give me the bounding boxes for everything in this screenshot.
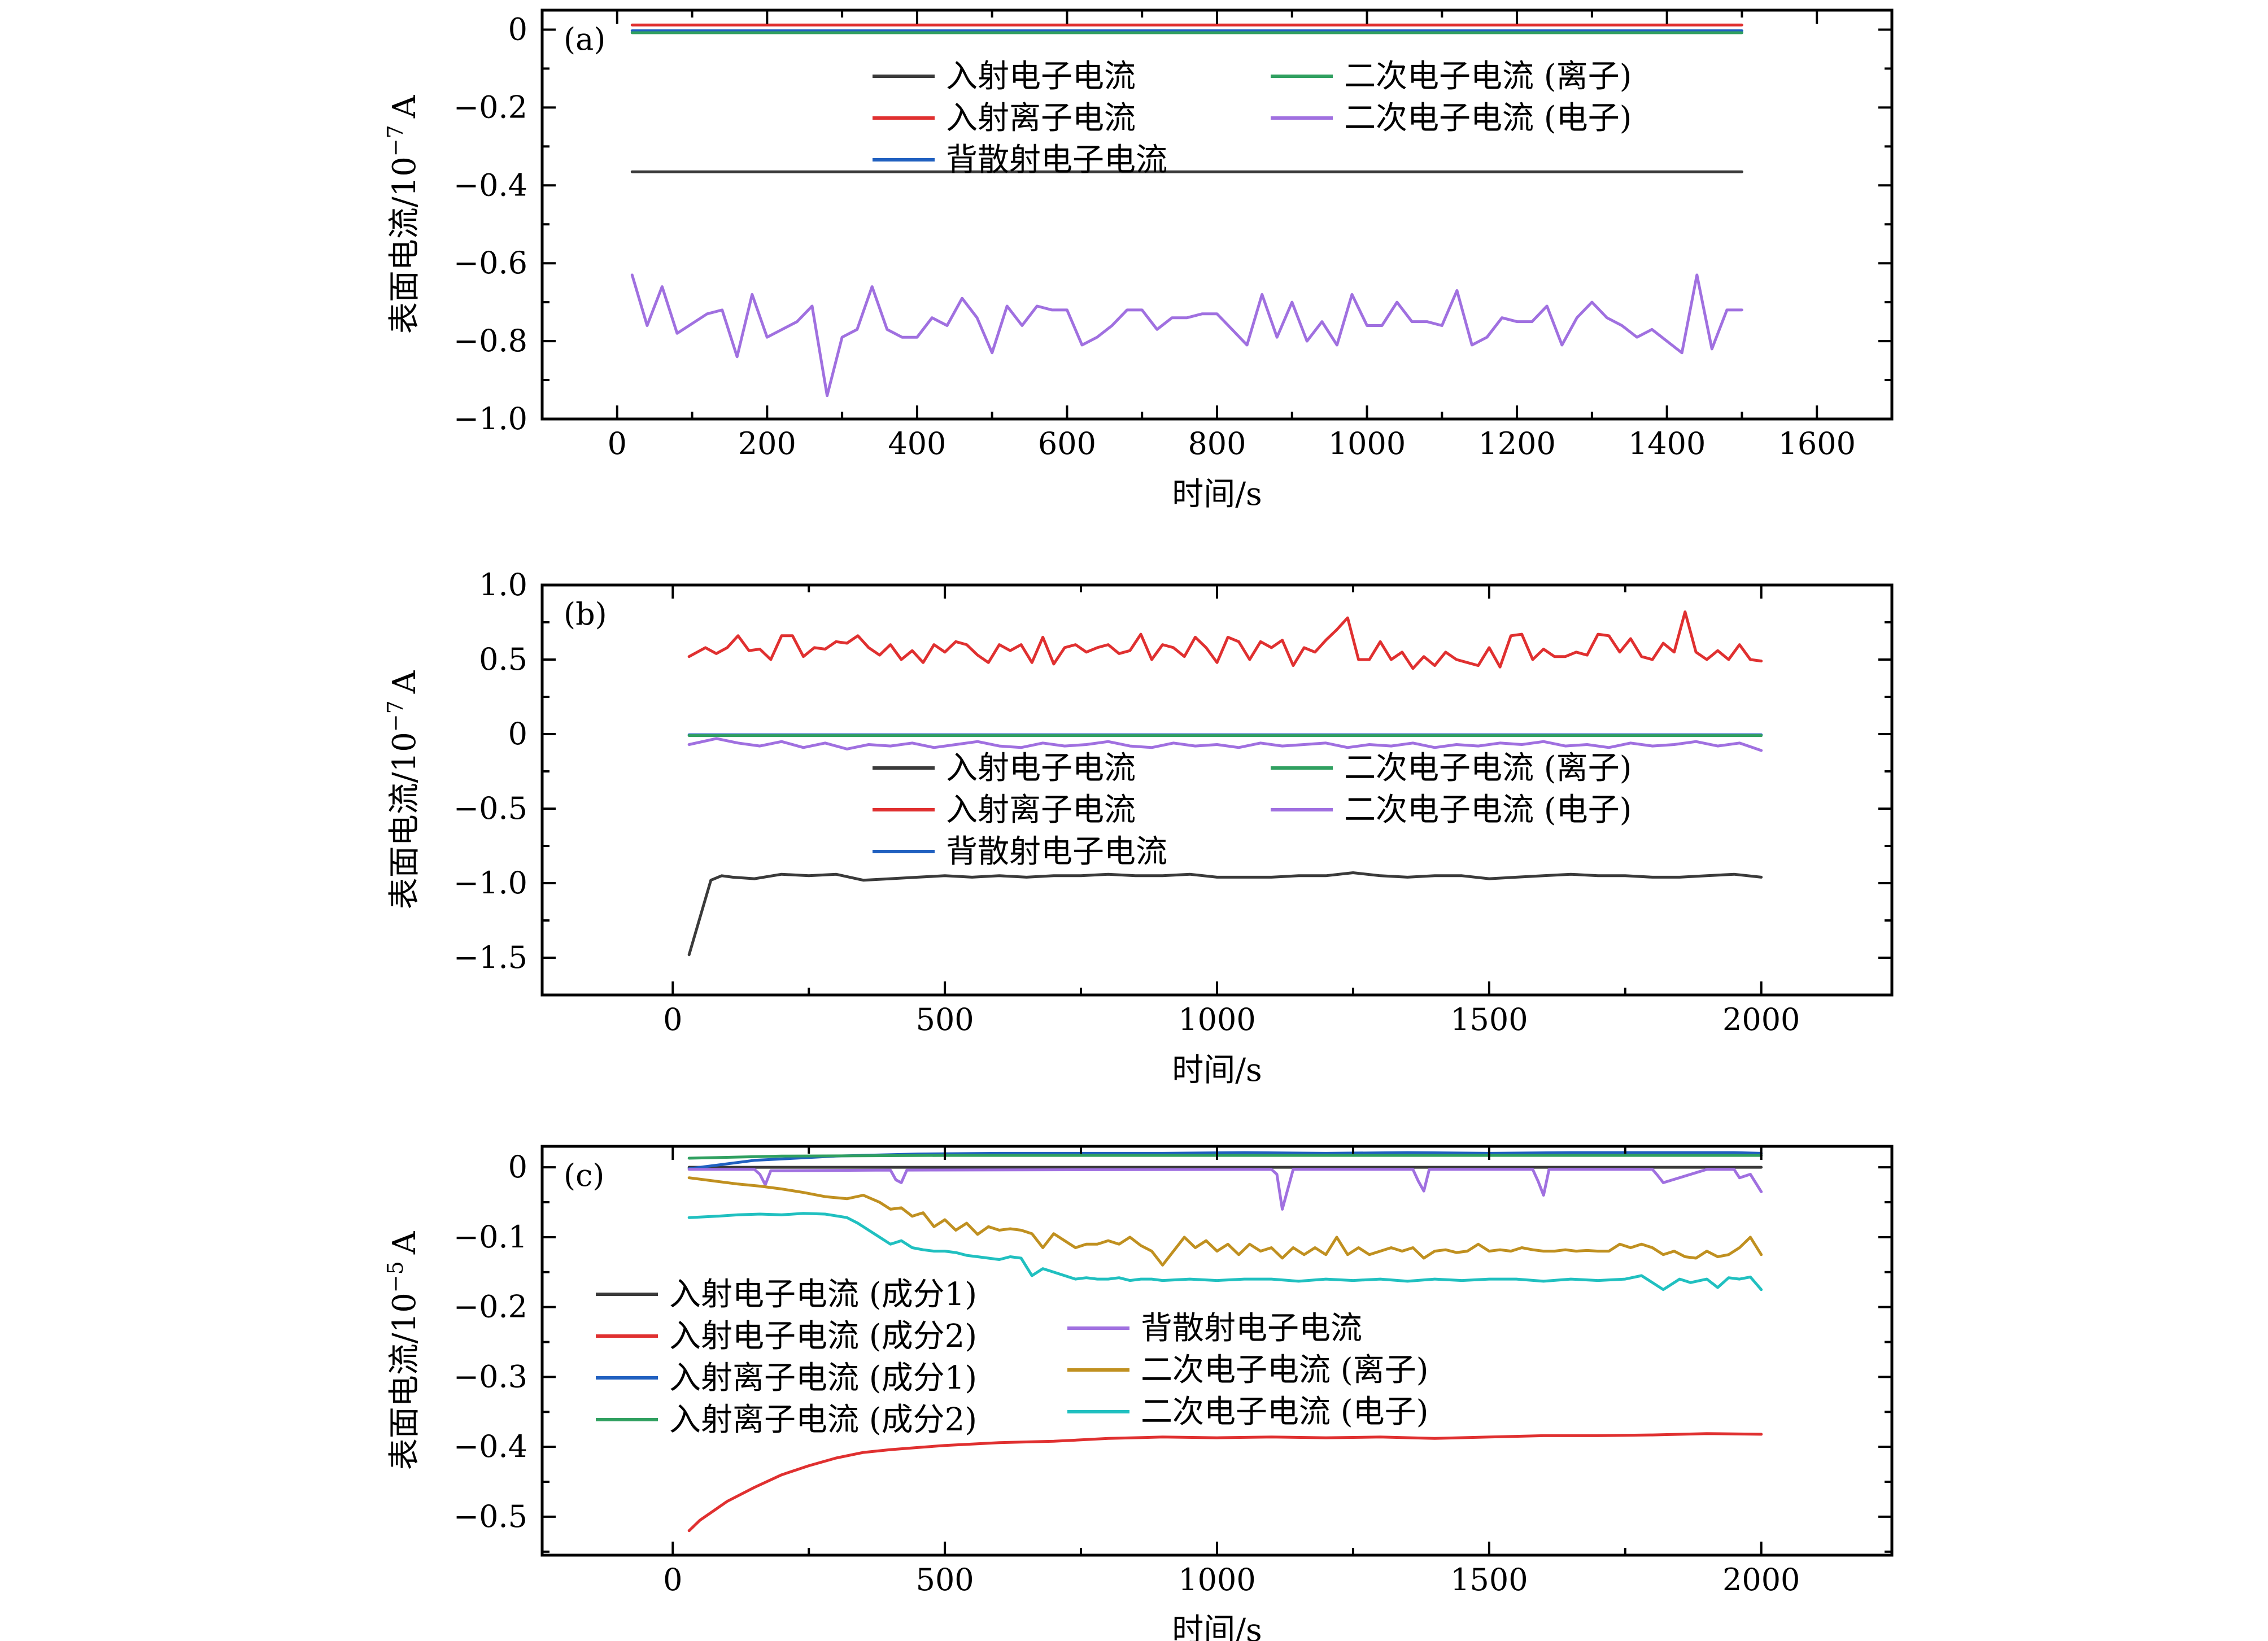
panel-a: 0 200 400 600 800 1000 1200 1400 1600 0 −0.2 −0.4 −0… [383,8,1894,513]
x-tick-label: 800 [1188,426,1246,461]
series-line-1 [687,1432,1763,1533]
series-line-4 [687,1168,1763,1211]
panel-label: (b) [564,596,607,632]
y-axis-label-text: 表面电流/10 [386,156,423,334]
legend-label: 二次电子电流 (离子) [1344,750,1632,787]
legend-label: 背散射电子电流 [1141,1310,1362,1347]
x-tick-label: 1000 [1328,426,1406,461]
x-tick-label: 1200 [1478,426,1555,461]
legend-label: 二次电子电流 (离子) [1141,1352,1429,1389]
y-axis-label-exponent: −5 [383,1261,408,1293]
x-tick-label: 0 [608,426,627,461]
y-tick-label: −0.2 [453,89,527,125]
y-axis-label-unit: A [386,670,423,694]
panel-b: 0 500 1000 1500 2000 1.0 0.5 0 −0.5 −1.0 −1.5 时间/s 表… [383,567,1894,1089]
plot-frame [540,8,1894,421]
x-tick-label: 400 [888,426,946,461]
y-tick-label: 0.5 [479,641,527,677]
x-axis-label: 时间/s [1172,1052,1262,1089]
y-tick-label: −1.5 [453,940,527,975]
svg-text:表面电流/10−7A: 表面电流/10−7 A [383,95,423,334]
x-tick-label: 1400 [1628,426,1706,461]
panel-label: (c) [564,1158,604,1193]
y-tick-label: −0.5 [453,791,527,826]
series-group [630,23,1743,398]
panel-c: 0 500 1000 1500 2000 0 −0.1 −0.2 −0.3 −0.4 −0.5 时间/… [383,1145,1894,1641]
y-tick-label: −0.6 [453,245,527,281]
y-tick-label: −0.1 [453,1219,527,1255]
x-tick-label: 2000 [1722,1002,1800,1037]
legend-label: 背散射电子电流 [946,142,1167,178]
svg-text:表面电流/10−5A: 表面电流/10−5 A [383,1231,423,1470]
x-tick-label: 500 [916,1562,974,1598]
legend-label: 入射电子电流 [946,58,1136,95]
legend-label: 入射离子电流 (成分1) [669,1360,977,1396]
y-tick-label: 0 [508,1149,527,1185]
y-tick-label: 0 [508,11,527,47]
y-axis-label: 表面电流/10−7 A [383,95,423,334]
y-axis-label-exponent: −7 [383,125,408,156]
y-axis-label-exponent: −7 [383,700,408,732]
series-line-0 [687,871,1763,957]
y-axis-label: 表面电流/10−5 A [383,1231,423,1470]
svg-text:表面电流/10−7A: 表面电流/10−7 A [383,670,423,909]
y-axis-label-text: 表面电流/10 [386,732,423,909]
x-tick-label: 2000 [1722,1562,1800,1598]
legend-label: 入射离子电流 [946,100,1136,137]
legend-label: 背散射电子电流 [946,833,1167,870]
y-tick-label: 0 [508,716,527,752]
x-axis-label: 时间/s [1172,1612,1262,1641]
series-line-6 [687,1212,1763,1291]
series-group [687,610,1763,957]
y-tick-label: −0.4 [453,1429,527,1464]
panel-label: (a) [564,21,605,57]
legend-label: 二次电子电流 (离子) [1344,58,1632,95]
legend-label: 入射电子电流 [946,750,1136,787]
legend-label: 入射电子电流 (成分1) [669,1276,977,1313]
series-line-1 [687,610,1763,670]
legend: 入射电子电流 (成分1) 入射电子电流 (成分2) 入射离子电流 (成分1) 入射离子… [596,1276,1429,1438]
y-axis-label-text: 表面电流/10 [386,1293,423,1470]
y-tick-label: −0.8 [453,323,527,359]
x-tick-label: 500 [916,1002,974,1037]
x-tick-label: 1600 [1778,426,1856,461]
legend-label: 入射离子电流 (成分2) [669,1402,977,1438]
y-tick-label: −1.0 [453,865,527,901]
x-tick-label: 1500 [1450,1002,1528,1037]
x-tick-label: 0 [663,1002,682,1037]
legend-label: 二次电子电流 (电子) [1141,1394,1429,1430]
legend-label: 二次电子电流 (电子) [1344,100,1632,137]
x-tick-label: 1000 [1178,1562,1255,1598]
y-axis-label-unit: A [386,1231,423,1255]
y-tick-label: −0.3 [453,1359,527,1394]
legend-label: 入射电子电流 (成分2) [669,1318,977,1355]
x-tick-label: 200 [738,426,796,461]
y-tick-label: −0.4 [453,167,527,203]
y-tick-label: −0.5 [453,1499,527,1534]
legend-label: 二次电子电流 (电子) [1344,792,1632,828]
series-line-3 [687,1154,1763,1160]
x-tick-label: 600 [1038,426,1096,461]
y-tick-label: 1.0 [479,567,527,603]
series-line-5 [687,1176,1763,1267]
x-tick-label: 0 [663,1562,682,1598]
x-tick-label: 1500 [1450,1562,1528,1598]
x-tick-label: 1000 [1178,1002,1255,1037]
legend-label: 入射离子电流 [946,792,1136,828]
series-line-4 [687,737,1763,752]
y-axis-label-unit: A [386,95,423,119]
y-axis-label: 表面电流/10−7 A [383,670,423,909]
y-tick-label: −0.2 [453,1289,527,1325]
y-tick-label: −1.0 [453,401,527,437]
series-line-4 [630,273,1743,398]
x-axis-label: 时间/s [1172,476,1262,513]
